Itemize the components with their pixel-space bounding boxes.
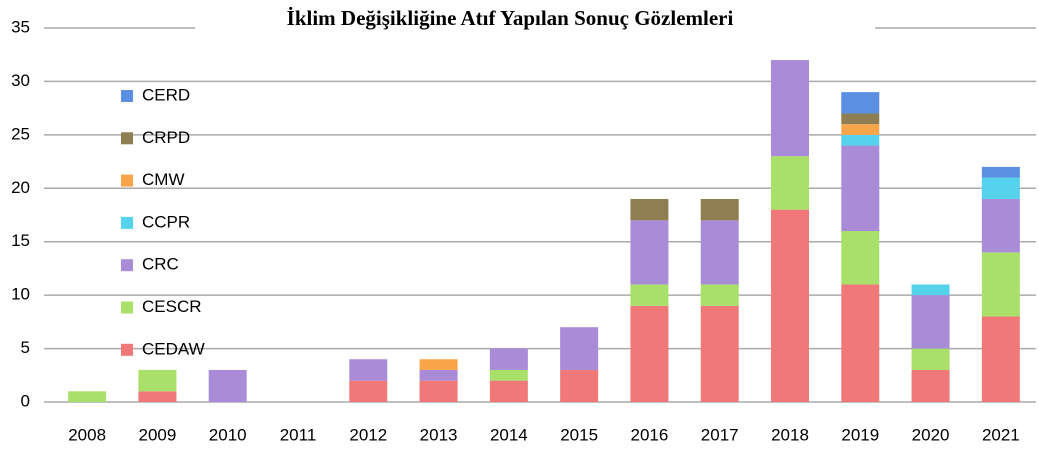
x-tick-label: 2016 <box>631 425 669 444</box>
bar-segment <box>489 369 528 381</box>
legend-swatch <box>121 259 133 272</box>
chart-title: İklim Değişikliğine Atıf Yapılan Sonuç G… <box>287 6 734 30</box>
bar-segment <box>349 380 388 402</box>
legend-label: CESCR <box>142 297 202 316</box>
y-tick-label: 30 <box>11 71 30 90</box>
bar-segment <box>68 391 107 402</box>
x-tick-label: 2019 <box>841 425 879 444</box>
bar-segment <box>771 209 809 402</box>
x-tick-label: 2011 <box>280 425 317 444</box>
x-tick-label: 2015 <box>560 425 598 444</box>
bar-segment <box>841 284 880 402</box>
bar-segment <box>981 198 1020 253</box>
bar-segment <box>981 252 1020 317</box>
bar-segment <box>911 369 950 402</box>
bar-segment <box>841 124 880 135</box>
legend-label: CMW <box>142 170 184 189</box>
bar-segment <box>419 380 458 402</box>
bar-segment <box>349 359 388 381</box>
bar-segment <box>981 177 1020 199</box>
bar-segment <box>489 348 528 370</box>
bar-segment <box>700 284 739 306</box>
legend-swatch <box>121 174 133 187</box>
bar-segment <box>841 113 880 125</box>
x-tick-label: 2017 <box>701 425 739 444</box>
legend-swatch <box>121 216 133 229</box>
x-tick-label: 2010 <box>209 425 247 444</box>
x-tick-label: 2012 <box>349 425 387 444</box>
bar-segment <box>771 60 809 157</box>
bar-segment <box>981 166 1020 178</box>
legend-label: CEDAW <box>142 339 205 358</box>
bar-segment <box>700 220 739 285</box>
bar-segment <box>841 92 880 114</box>
x-tick-label: 2013 <box>420 425 458 444</box>
bar-segment <box>560 369 599 402</box>
bar-segment <box>911 348 950 370</box>
y-tick-label: 20 <box>11 178 30 197</box>
bar-segment <box>700 198 739 221</box>
y-tick-label: 0 <box>21 391 30 410</box>
bar-segment <box>630 220 669 285</box>
bar-segment <box>841 231 880 285</box>
bar-segment <box>630 284 669 306</box>
legend-swatch <box>121 301 133 314</box>
y-tick-label: 35 <box>11 17 30 36</box>
bar-segment <box>841 134 880 146</box>
y-tick-label: 5 <box>21 338 30 357</box>
bar-segment <box>911 284 950 296</box>
y-tick-label: 10 <box>11 285 30 304</box>
legend-swatch <box>121 343 133 356</box>
bar-segment <box>489 380 528 402</box>
title-background <box>195 8 875 40</box>
bar-segment <box>700 305 739 402</box>
bar-segment <box>771 156 809 210</box>
bar-segment <box>138 391 177 402</box>
legend-label: CCPR <box>142 212 190 231</box>
bar-segment <box>208 369 247 402</box>
bar-segment <box>419 359 458 370</box>
x-tick-label: 2020 <box>912 425 950 444</box>
x-tick-label: 2008 <box>68 425 106 444</box>
x-tick-label: 2014 <box>490 425 528 444</box>
bar-segment <box>138 369 177 392</box>
x-tick-label: 2021 <box>982 425 1020 444</box>
bar-segment <box>981 316 1020 402</box>
bar-segment <box>630 198 669 221</box>
x-tick-label: 2009 <box>139 425 177 444</box>
legend-label: CRC <box>142 255 179 274</box>
bar-segment <box>560 327 599 370</box>
bar-segment <box>841 145 880 232</box>
legend-swatch <box>121 90 133 102</box>
x-tick-label: 2018 <box>771 425 809 444</box>
y-tick-label: 15 <box>11 231 30 250</box>
bar-segment <box>419 369 458 381</box>
legend-swatch <box>121 132 133 145</box>
y-tick-label: 25 <box>11 124 30 143</box>
legend-label: CRPD <box>142 128 190 147</box>
legend-label: CERD <box>142 85 190 104</box>
bar-segment <box>911 295 950 349</box>
bar-segment <box>630 305 669 402</box>
